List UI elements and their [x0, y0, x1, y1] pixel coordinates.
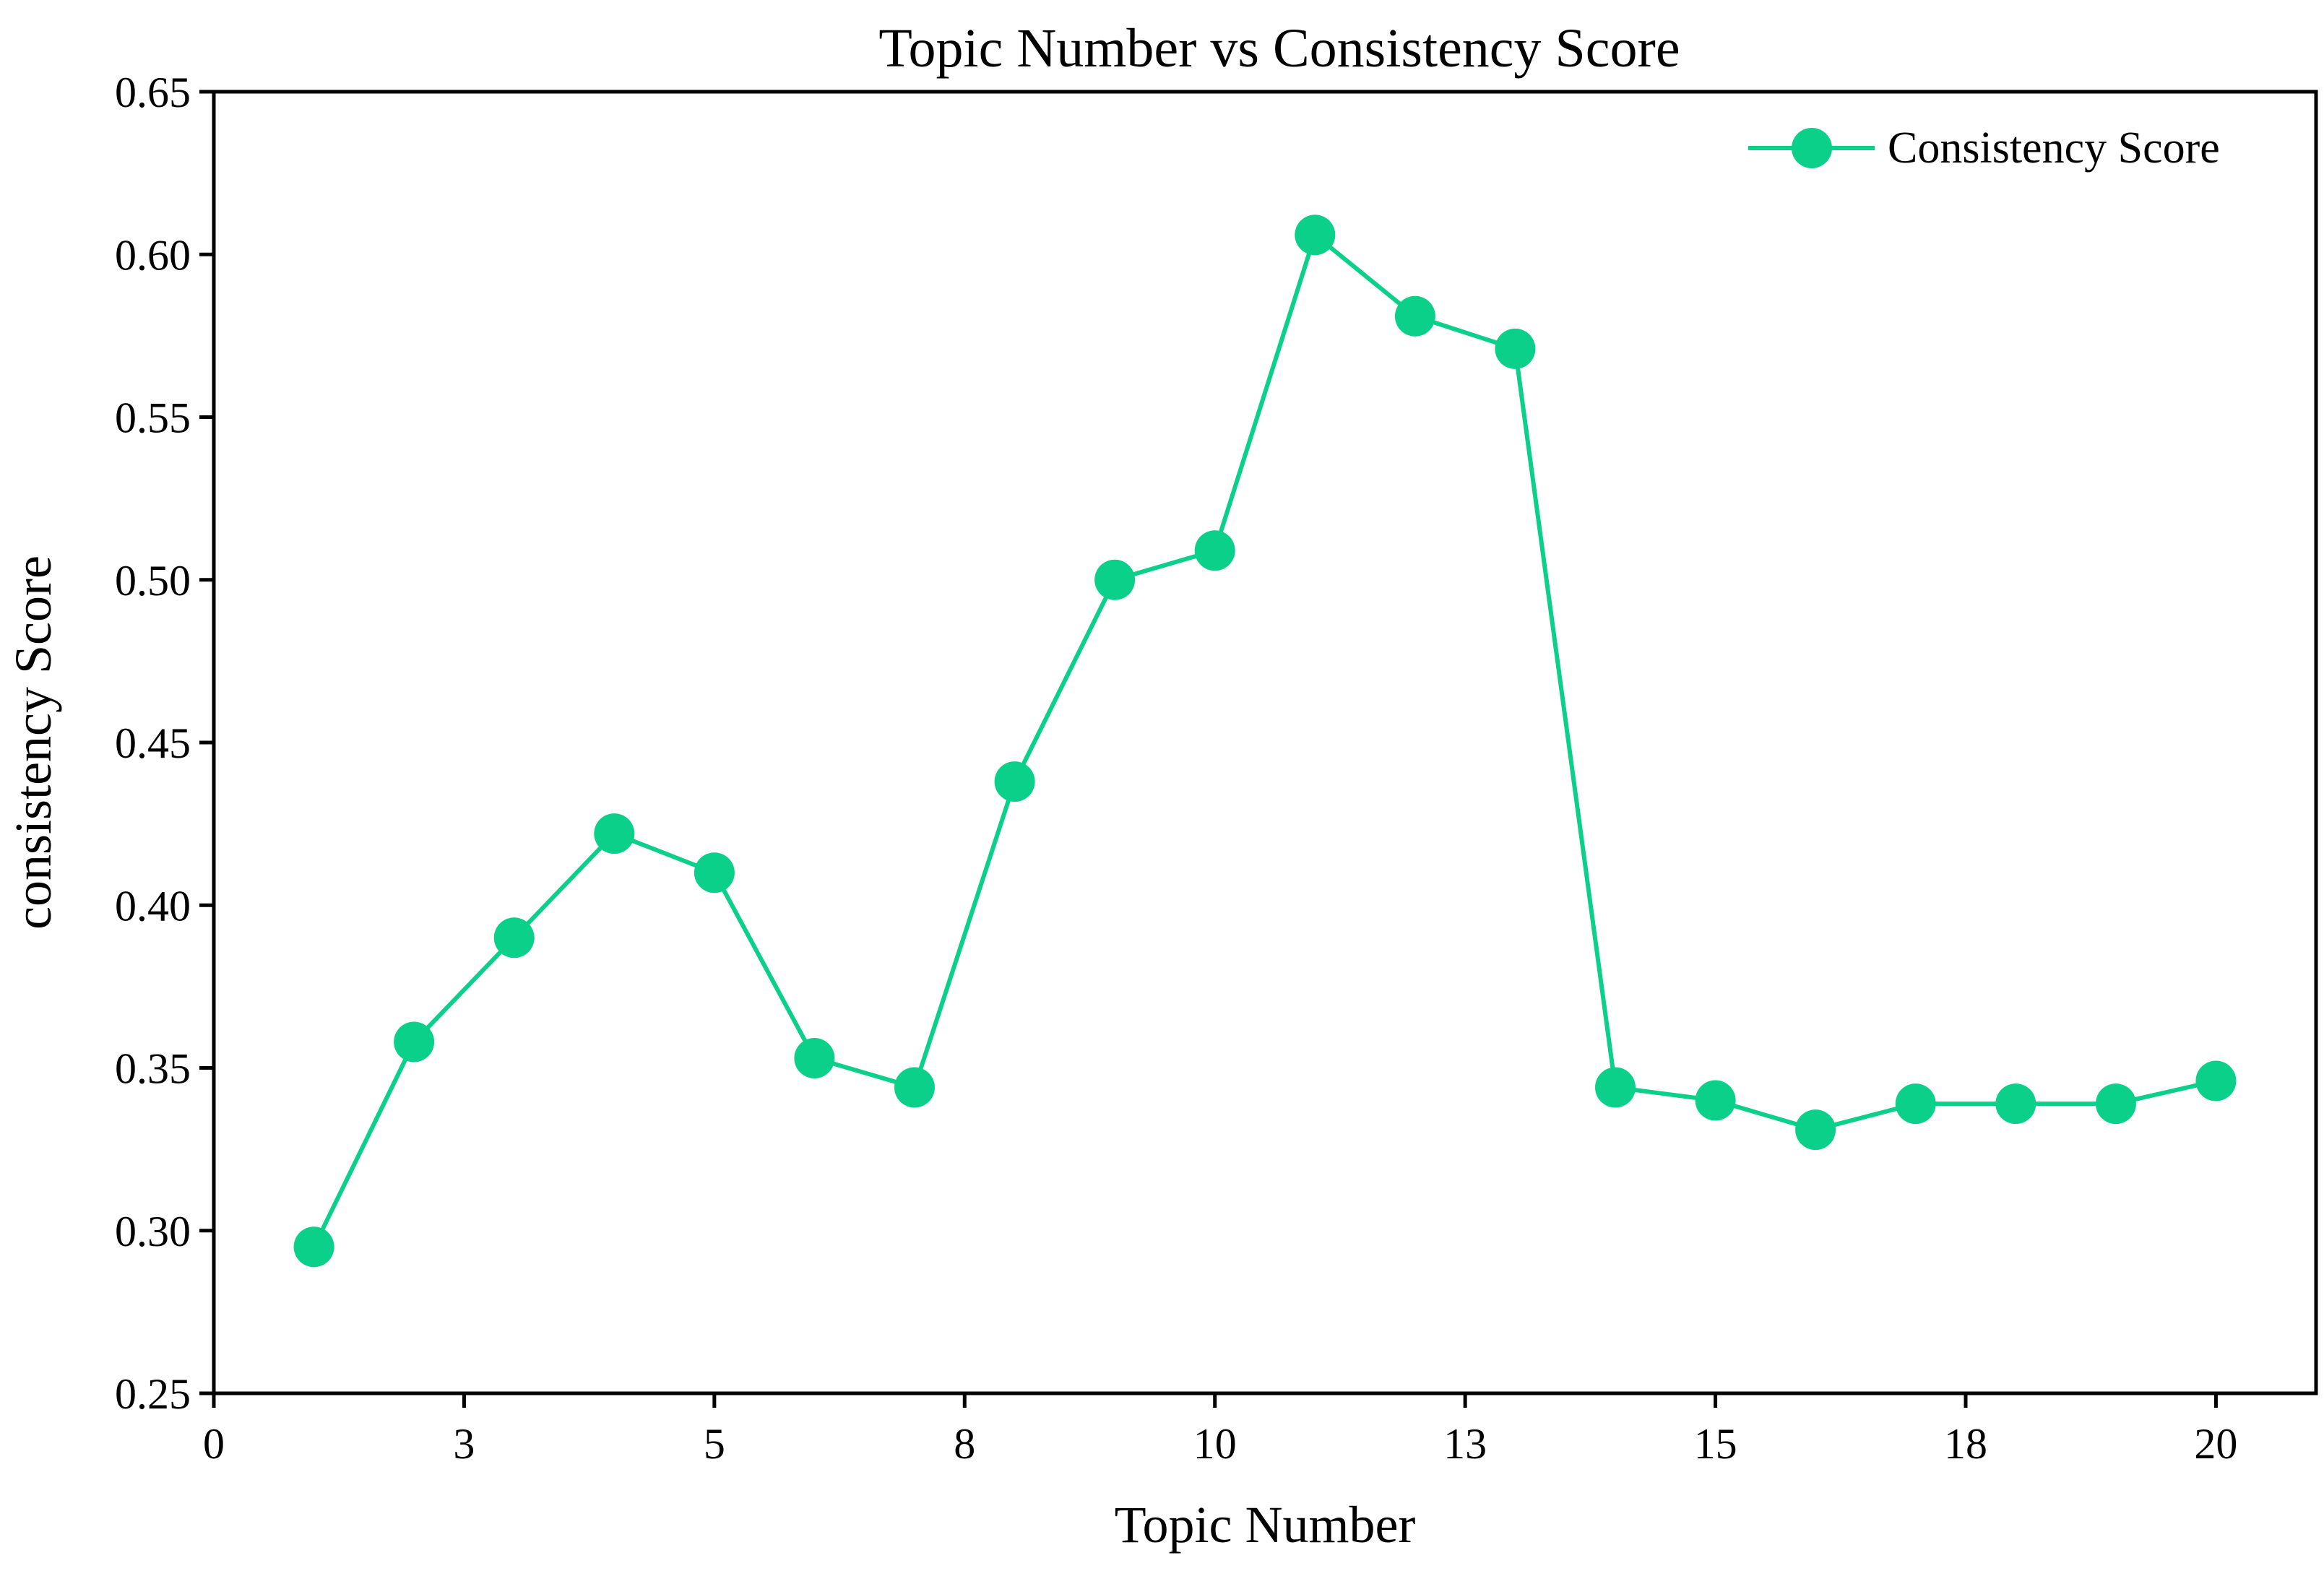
x-axis: 0 3 5 8 10 13 15 18 20 [203, 1393, 2237, 1468]
x-tick-label: 0 [203, 1420, 225, 1468]
y-tick-label: 0.65 [115, 69, 191, 116]
data-point [2095, 1083, 2136, 1125]
data-point [1194, 530, 1235, 571]
data-point [293, 1226, 334, 1268]
data-point [1795, 1109, 1836, 1151]
data-point [493, 917, 535, 958]
data-point [594, 813, 635, 854]
y-tick-label: 0.25 [115, 1370, 191, 1418]
x-tick-label: 15 [1694, 1420, 1737, 1468]
y-tick-label: 0.50 [115, 557, 191, 605]
y-axis-label: consistency Score [4, 555, 62, 930]
x-axis-label: Topic Number [1115, 1496, 1416, 1554]
y-tick-label: 0.40 [115, 882, 191, 930]
x-tick-label: 18 [1944, 1420, 1987, 1468]
x-tick-label: 5 [704, 1420, 725, 1468]
y-tick-label: 0.35 [115, 1045, 191, 1093]
legend-marker-swatch [1792, 128, 1832, 168]
data-point [794, 1038, 835, 1078]
data-point [1495, 328, 1536, 369]
data-point [1895, 1083, 1936, 1125]
x-tick-label: 20 [2194, 1420, 2237, 1468]
data-point [1595, 1067, 1636, 1108]
data-point [394, 1021, 435, 1063]
data-point [1295, 215, 1336, 256]
legend-label: Consistency Score [1888, 124, 2220, 173]
data-point [994, 761, 1035, 802]
data-point [894, 1067, 935, 1108]
y-axis: 0.25 0.30 0.35 0.40 0.45 0.50 0.55 0.60 0.65 [115, 69, 214, 1418]
data-point [694, 852, 735, 893]
chart-title: Topic Number vs Consistency Score [878, 18, 1680, 79]
series-layer [293, 215, 2237, 1268]
y-tick-label: 0.30 [115, 1208, 191, 1255]
y-tick-label: 0.55 [115, 394, 191, 442]
x-tick-label: 3 [453, 1420, 475, 1468]
data-point [1695, 1080, 1736, 1121]
y-tick-label: 0.60 [115, 231, 191, 279]
x-tick-label: 13 [1443, 1420, 1487, 1468]
x-tick-label: 10 [1193, 1420, 1237, 1468]
data-point [1094, 559, 1136, 600]
data-point [1394, 295, 1435, 337]
legend: Consistency Score [1748, 124, 2220, 173]
data-point [2195, 1060, 2237, 1102]
data-point [1995, 1083, 2036, 1125]
y-tick-label: 0.45 [115, 719, 191, 767]
x-tick-label: 8 [954, 1420, 975, 1468]
